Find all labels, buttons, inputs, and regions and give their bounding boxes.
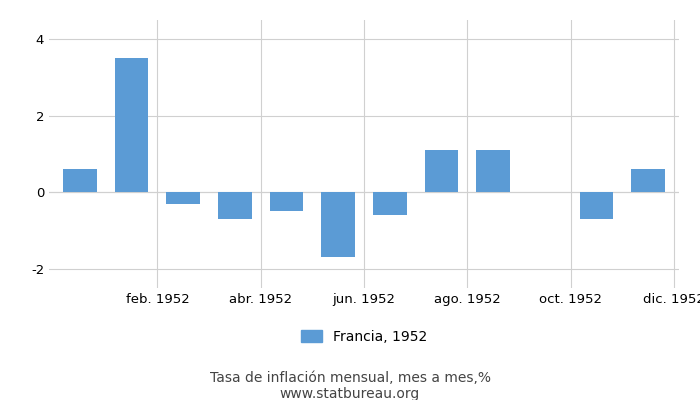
Bar bbox=[425, 150, 458, 192]
Bar bbox=[631, 169, 665, 192]
Bar bbox=[270, 192, 303, 212]
Bar bbox=[115, 58, 148, 192]
Bar bbox=[167, 192, 200, 204]
Bar bbox=[580, 192, 613, 219]
Text: www.statbureau.org: www.statbureau.org bbox=[280, 387, 420, 400]
Bar bbox=[476, 150, 510, 192]
Legend: Francia, 1952: Francia, 1952 bbox=[301, 330, 427, 344]
Bar bbox=[321, 192, 355, 257]
Bar bbox=[63, 169, 97, 192]
Bar bbox=[218, 192, 252, 219]
Bar bbox=[373, 192, 407, 215]
Text: Tasa de inflación mensual, mes a mes,%: Tasa de inflación mensual, mes a mes,% bbox=[209, 371, 491, 385]
